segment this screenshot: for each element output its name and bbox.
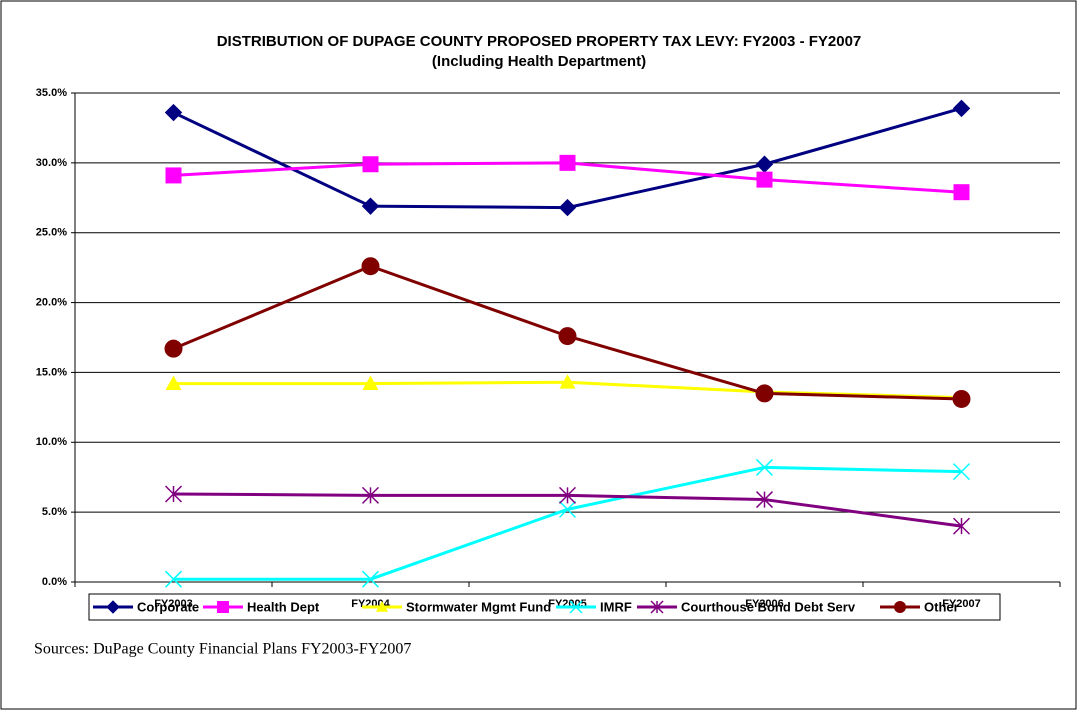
- marker: [361, 570, 380, 588]
- source-note: Sources: DuPage County Financial Plans F…: [34, 641, 411, 658]
- marker: [361, 486, 380, 504]
- marker: [362, 156, 379, 173]
- marker: [894, 601, 906, 613]
- x-tick-label: FY2007: [942, 598, 981, 610]
- marker: [559, 374, 576, 389]
- marker: [755, 458, 774, 476]
- marker: [952, 389, 971, 408]
- y-tick-label: 15.0%: [36, 366, 67, 378]
- marker: [164, 103, 183, 122]
- chart-title: DISTRIBUTION OF DUPAGE COUNTY PROPOSED P…: [217, 33, 862, 50]
- marker: [361, 257, 380, 276]
- y-tick-label: 0.0%: [42, 576, 67, 588]
- marker: [376, 601, 388, 612]
- y-tick-label: 20.0%: [36, 296, 67, 308]
- marker: [952, 463, 971, 481]
- marker: [164, 339, 183, 358]
- marker: [953, 184, 970, 201]
- y-tick-label: 5.0%: [42, 506, 67, 518]
- marker: [164, 570, 183, 588]
- marker: [952, 99, 971, 118]
- marker: [558, 500, 577, 518]
- marker: [756, 171, 773, 188]
- legend-label: Corporate: [137, 599, 199, 614]
- legend-label: Other: [924, 599, 959, 614]
- marker: [558, 198, 577, 217]
- marker: [558, 327, 577, 346]
- marker: [650, 600, 664, 614]
- marker: [569, 600, 583, 614]
- marker: [559, 154, 576, 171]
- marker: [165, 375, 182, 391]
- chart-subtitle: (Including Health Department): [432, 53, 646, 70]
- marker: [164, 485, 183, 503]
- x-tick-label: FY2006: [745, 598, 784, 610]
- marker: [362, 375, 379, 391]
- legend-label: Health Dept: [247, 599, 320, 614]
- marker: [952, 517, 971, 535]
- legend-label: Stormwater Mgmt Fund: [406, 599, 551, 614]
- marker: [755, 491, 774, 509]
- marker: [558, 486, 577, 504]
- y-tick-label: 25.0%: [36, 227, 67, 239]
- marker: [217, 601, 229, 613]
- y-tick-label: 30.0%: [36, 157, 67, 169]
- marker: [165, 167, 182, 184]
- legend-label: Courthouse Bond Debt Serv: [681, 599, 856, 614]
- y-tick-label: 35.0%: [36, 87, 67, 99]
- marker: [755, 384, 774, 403]
- marker: [361, 197, 380, 215]
- y-tick-label: 10.0%: [36, 436, 67, 448]
- x-tick-label: FY2003: [154, 598, 193, 610]
- legend-label: IMRF: [600, 599, 632, 614]
- marker: [106, 600, 120, 614]
